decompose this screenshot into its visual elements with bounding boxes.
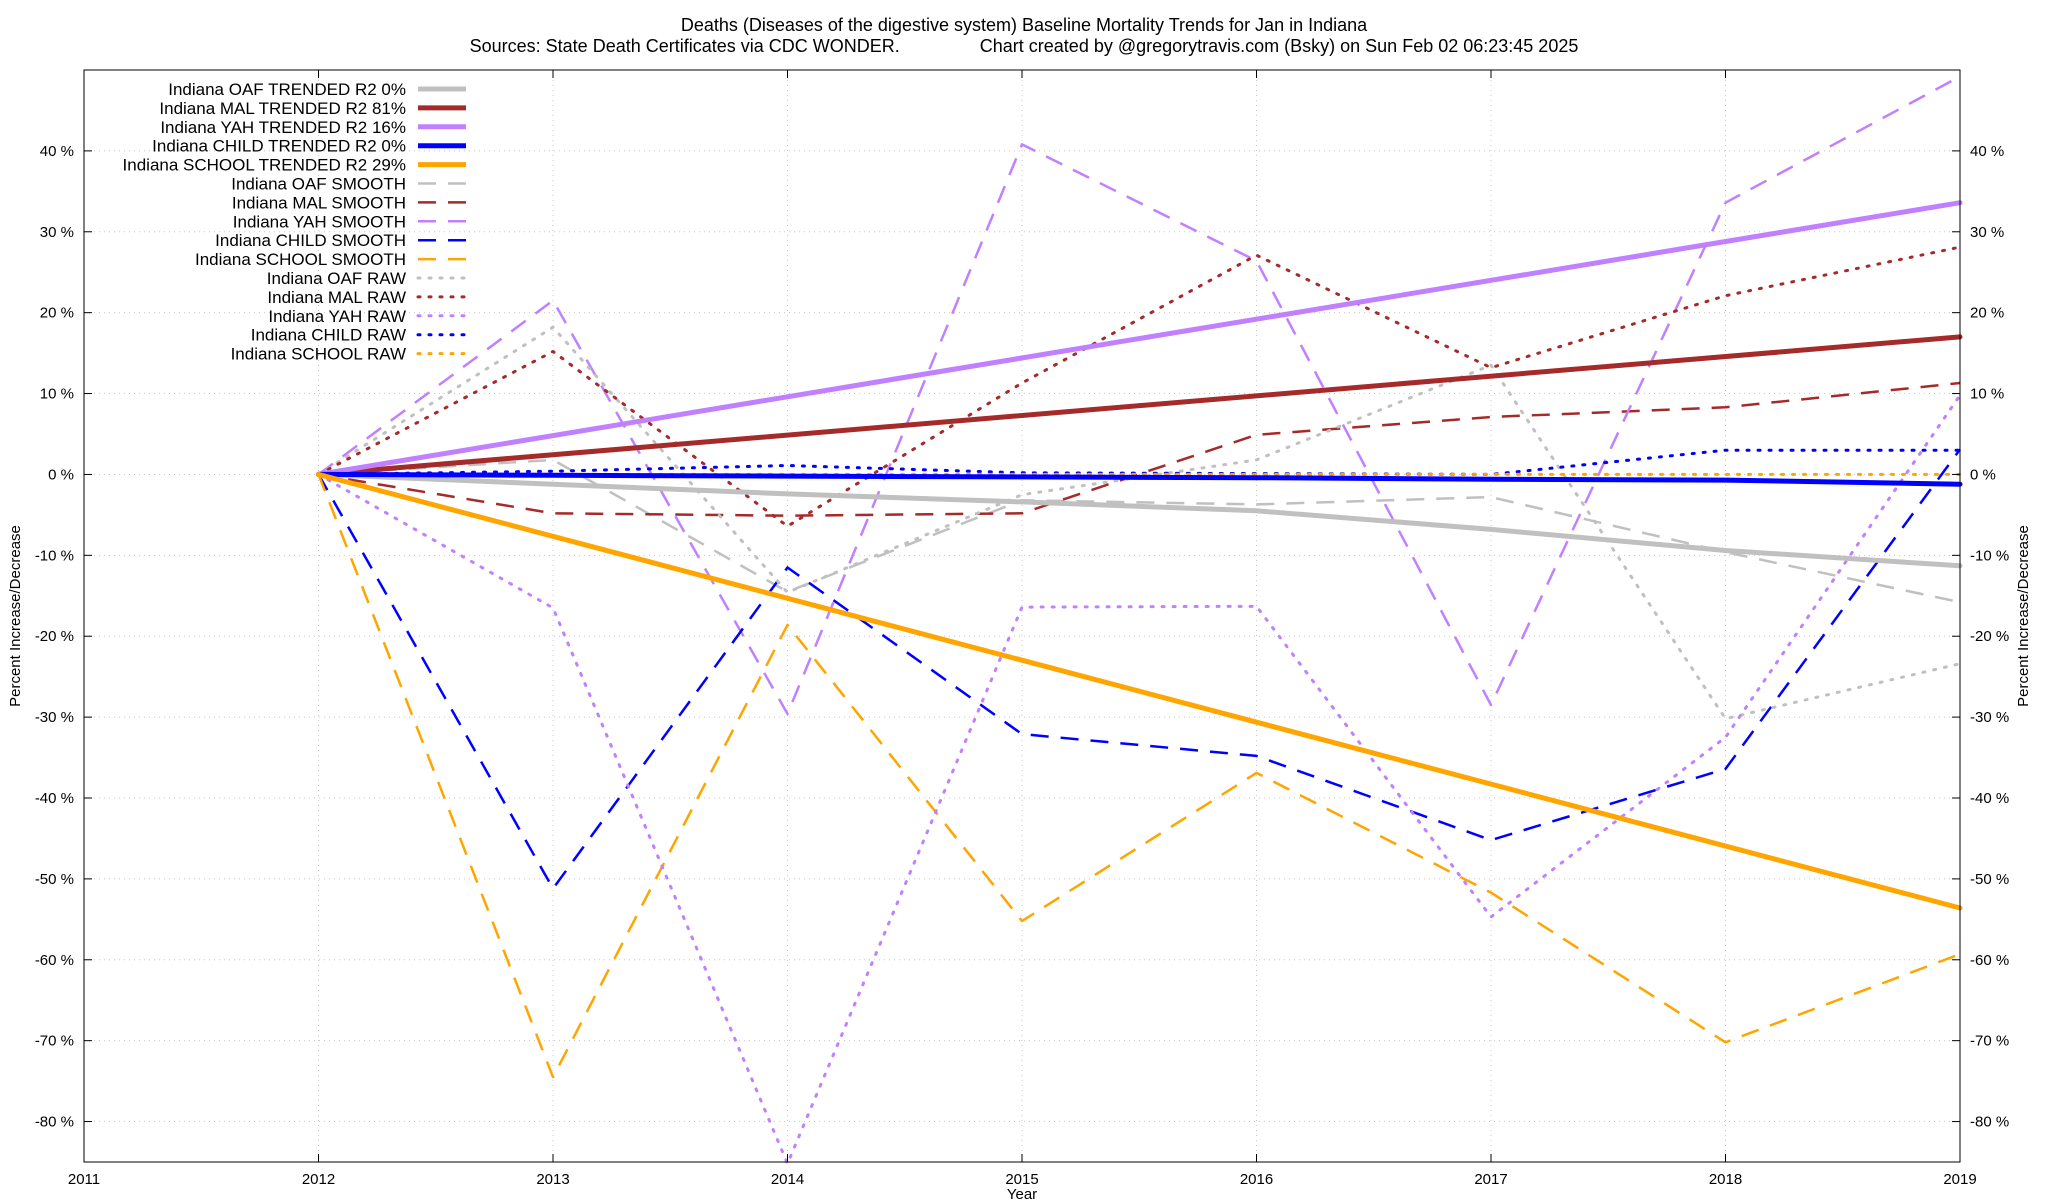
series-line-8 — [317, 448, 1962, 890]
y2-tick-label: -20 % — [1970, 628, 2009, 645]
y-tick-label: -60 % — [35, 952, 74, 969]
chart-subtitle: Sources: State Death Certificates via CD… — [470, 36, 1579, 56]
y-tick-label: -50 % — [35, 871, 74, 888]
y2-tick-label: 40 % — [1970, 143, 2004, 160]
y2-axis-label: Percent Increase/Decrease — [2015, 525, 2032, 707]
legend-label: Indiana CHILD SMOOTH — [215, 231, 406, 250]
y2-tick-label: -10 % — [1970, 547, 2009, 564]
legend-label: Indiana YAH SMOOTH — [233, 212, 406, 231]
legend-label: Indiana OAF RAW — [267, 269, 406, 288]
y-tick-label: 40 % — [40, 143, 74, 160]
y-axis-label: Percent Increase/Decrease — [7, 525, 24, 707]
x-tick-label: 2011 — [68, 1171, 100, 1188]
y-tick-label: 30 % — [40, 224, 74, 241]
legend-label: Indiana YAH TRENDED R2 16% — [160, 118, 406, 137]
legend-label: Indiana MAL RAW — [267, 288, 406, 307]
y-tick-label: -70 % — [35, 1033, 74, 1050]
x-tick-label: 2012 — [302, 1171, 335, 1188]
series-line-3 — [316, 471, 1963, 487]
legend-label: Indiana OAF SMOOTH — [231, 175, 406, 194]
y2-tick-label: 20 % — [1970, 305, 2004, 322]
x-tick-label: 2018 — [1709, 1171, 1742, 1188]
y-tick-label: 10 % — [40, 386, 74, 403]
chart-title: Deaths (Diseases of the digestive system… — [681, 15, 1368, 35]
legend-label: Indiana SCHOOL SMOOTH — [195, 250, 406, 269]
y-tick-label: 20 % — [40, 305, 74, 322]
series-line-0 — [316, 471, 1963, 569]
x-tick-label: 2016 — [1240, 1171, 1273, 1188]
legend-label: Indiana SCHOOL TRENDED R2 29% — [123, 156, 406, 175]
y2-tick-label: 10 % — [1970, 386, 2004, 403]
legend-label: Indiana OAF TRENDED R2 0% — [168, 80, 406, 99]
y-tick-label: -40 % — [35, 790, 74, 807]
y2-tick-label: -60 % — [1970, 952, 2009, 969]
y-tick-label: -10 % — [35, 547, 74, 564]
x-tick-label: 2017 — [1474, 1171, 1507, 1188]
x-tick-label: 2015 — [1005, 1171, 1038, 1188]
series-line-4 — [316, 471, 1963, 911]
y-tick-label: -80 % — [35, 1114, 74, 1131]
y2-tick-label: 0 % — [1970, 466, 1996, 483]
series-line-13 — [317, 448, 1962, 476]
x-tick-label: 2013 — [536, 1171, 569, 1188]
series-line-5 — [318, 458, 1961, 604]
y2-tick-label: -40 % — [1970, 790, 2009, 807]
series-line-12 — [317, 393, 1962, 1166]
x-axis-label: Year — [1007, 1186, 1037, 1200]
legend-label: Indiana CHILD RAW — [251, 326, 406, 345]
legend-label: Indiana SCHOOL RAW — [231, 345, 406, 364]
series-line-1 — [316, 334, 1963, 477]
legend-label: Indiana MAL TRENDED R2 81% — [159, 99, 406, 118]
series-lines — [316, 75, 1963, 1166]
y2-tick-label: -80 % — [1970, 1114, 2009, 1131]
series-line-7 — [317, 75, 1961, 716]
x-tick-label: 2019 — [1943, 1171, 1976, 1188]
legend-label: Indiana MAL SMOOTH — [232, 193, 406, 212]
y2-tick-label: -30 % — [1970, 709, 2009, 726]
y-tick-label: 0 % — [48, 466, 74, 483]
legend-label: Indiana CHILD TRENDED R2 0% — [152, 137, 406, 156]
y2-tick-label: 30 % — [1970, 224, 2004, 241]
series-line-9 — [317, 473, 1961, 1079]
series-line-2 — [316, 200, 1963, 477]
y-tick-label: -30 % — [35, 709, 74, 726]
legend-label: Indiana YAH RAW — [268, 307, 406, 326]
y2-tick-label: -50 % — [1970, 871, 2009, 888]
series-line-11 — [317, 245, 1962, 528]
x-tick-label: 2014 — [771, 1171, 804, 1188]
axis-ticks: 40 % 40 % 30 % 30 % 20 % 20 % 10 % 10 % 0 % 0 % -1… — [35, 70, 2009, 1188]
series-line-6 — [318, 381, 1961, 517]
legend: Indiana OAF TRENDED R2 0%Indiana MAL TRE… — [123, 80, 468, 364]
y2-tick-label: -70 % — [1970, 1033, 2009, 1050]
y-tick-label: -20 % — [35, 628, 74, 645]
